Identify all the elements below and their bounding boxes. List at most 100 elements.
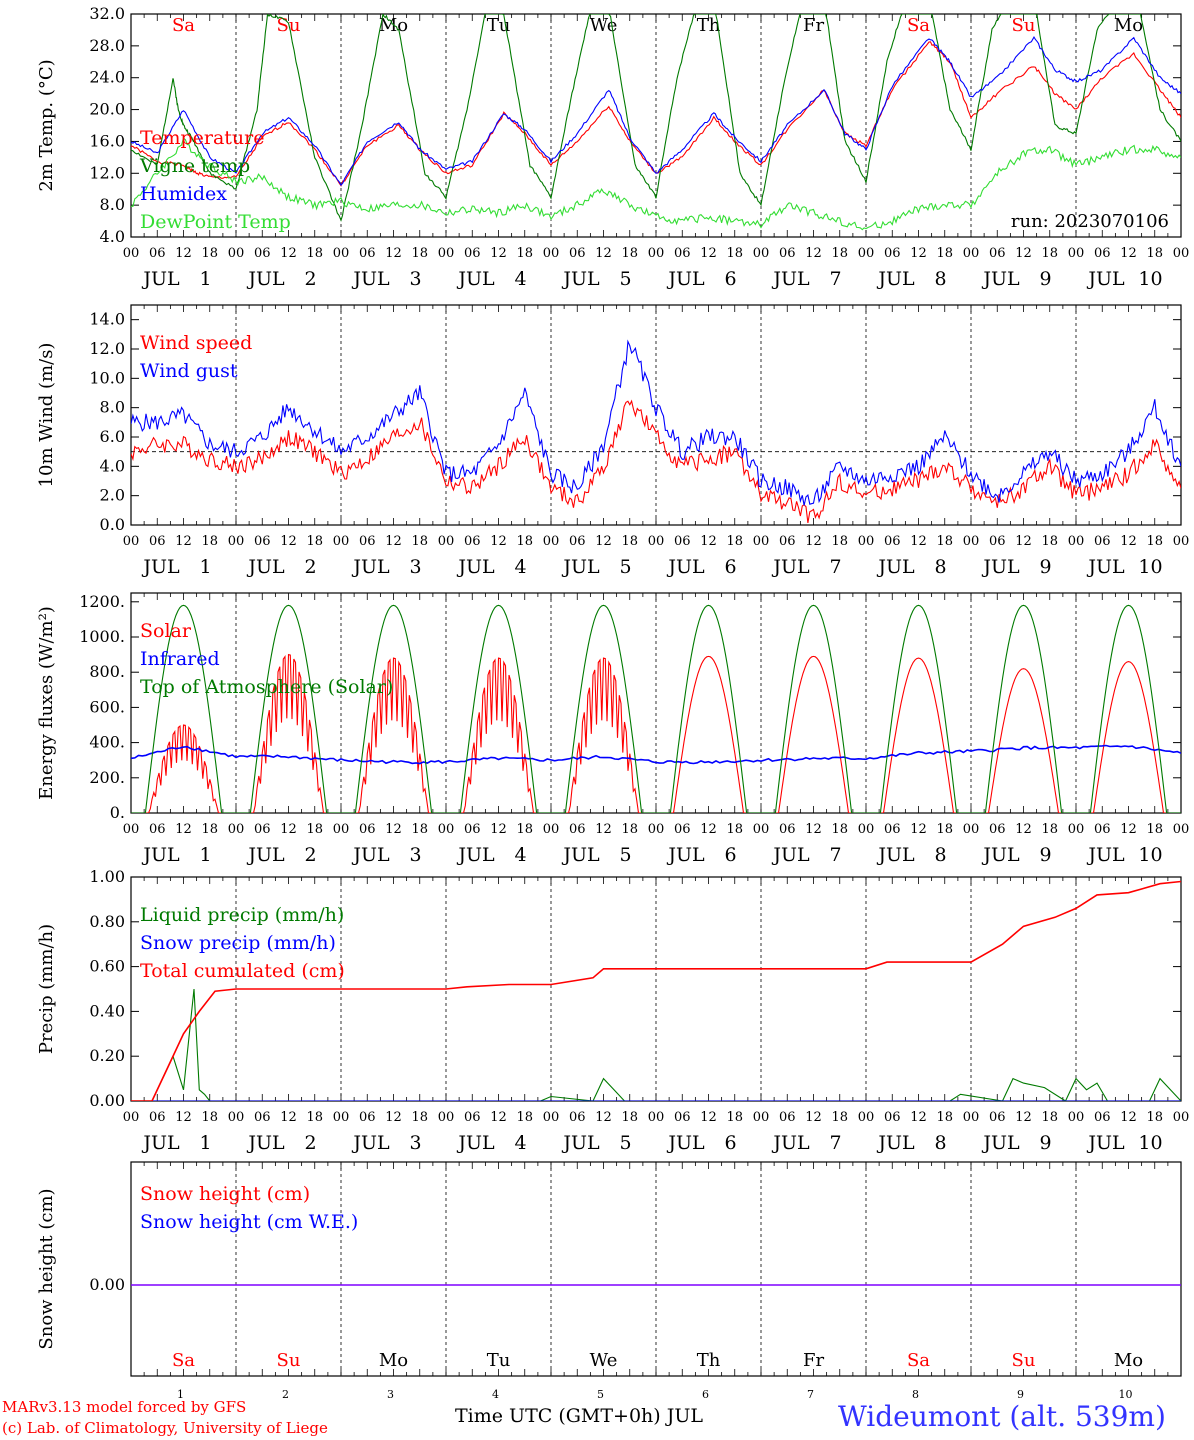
hour-tick-label: 00 xyxy=(228,246,245,261)
day-label: 3 xyxy=(409,1132,421,1154)
month-label: JUL xyxy=(771,1132,810,1154)
hour-tick-label: 18 xyxy=(726,534,743,549)
weekday-label: Sa xyxy=(907,15,930,36)
series-group xyxy=(131,880,1181,1101)
hour-tick-label: 12 xyxy=(175,246,192,261)
hour-tick-label: 12 xyxy=(1120,1110,1137,1125)
hour-tick-label: 00 xyxy=(858,534,875,549)
weekday-label: Mo xyxy=(1114,1350,1143,1371)
hour-tick-label: 18 xyxy=(831,534,848,549)
legend-entry: Humidex xyxy=(140,183,227,205)
hour-tick-label: 06 xyxy=(464,246,481,261)
hour-tick-label: 12 xyxy=(280,246,297,261)
run-annotation: run: 2023070106 xyxy=(1011,211,1169,232)
hour-tick-label: 06 xyxy=(464,1110,481,1125)
day-label: 1 xyxy=(199,556,211,578)
day-label: 6 xyxy=(724,844,736,866)
day-label: 2 xyxy=(304,556,316,578)
hour-tick-label: 18 xyxy=(306,246,323,261)
hour-tick-label: 06 xyxy=(779,534,796,549)
day-label: 1 xyxy=(199,844,211,866)
month-label: JUL xyxy=(246,556,285,578)
hour-tick-label: 00 xyxy=(1173,534,1190,549)
legend-entry: Snow height (cm W.E.) xyxy=(140,1211,358,1233)
day-label: 5 xyxy=(619,556,631,578)
month-label: JUL xyxy=(246,1132,285,1154)
hour-tick-label: 06 xyxy=(359,246,376,261)
hour-tick-label: 12 xyxy=(910,1110,927,1125)
series-group xyxy=(131,339,1181,523)
hour-tick-label: 00 xyxy=(963,534,980,549)
y-tick-label: 0.60 xyxy=(89,957,125,976)
hour-tick-label: 18 xyxy=(516,822,533,837)
hour-tick-label: 06 xyxy=(884,246,901,261)
hour-tick-label: 12 xyxy=(1015,534,1032,549)
month-label: JUL xyxy=(1086,268,1125,290)
hour-tick-label: 00 xyxy=(543,822,560,837)
hour-tick-label: 00 xyxy=(1068,534,1085,549)
hour-tick-label: 00 xyxy=(228,822,245,837)
weekday-label: Fr xyxy=(803,1350,824,1371)
month-label: JUL xyxy=(246,844,285,866)
month-label: JUL xyxy=(456,844,495,866)
hour-tick-label: 12 xyxy=(280,822,297,837)
y-tick-label: 0.00 xyxy=(89,1091,125,1110)
hour-tick-label: 18 xyxy=(411,1110,428,1125)
hour-tick-label: 18 xyxy=(516,246,533,261)
month-label: JUL xyxy=(1086,1132,1125,1154)
hour-tick-label: 18 xyxy=(201,534,218,549)
hour-tick-label: 12 xyxy=(595,246,612,261)
series-line-top-of-atmosphere-solar xyxy=(131,604,1181,813)
day-label: 4 xyxy=(514,844,526,866)
hour-tick-label: 06 xyxy=(884,534,901,549)
hour-tick-label: 06 xyxy=(1094,534,1111,549)
month-label: JUL xyxy=(456,1132,495,1154)
y-tick-label: 12.0 xyxy=(89,339,125,358)
hour-tick-label: 12 xyxy=(805,246,822,261)
month-label: JUL xyxy=(981,556,1020,578)
month-label: JUL xyxy=(876,268,915,290)
hour-tick-label: 06 xyxy=(1094,1110,1111,1125)
hour-tick-label: 12 xyxy=(910,822,927,837)
hour-tick-label: 00 xyxy=(858,246,875,261)
y-tick-label: 1.00 xyxy=(89,867,125,886)
y-tick-label: 6.0 xyxy=(100,427,125,446)
day-label: 10 xyxy=(1138,844,1162,866)
legend-entry: Snow precip (mm/h) xyxy=(140,932,336,954)
day-label: 8 xyxy=(934,268,946,290)
y-tick-label: 0.80 xyxy=(89,912,125,931)
hour-tick-label: 00 xyxy=(858,1110,875,1125)
hour-tick-label: 18 xyxy=(516,534,533,549)
legend-entry: Wind speed xyxy=(140,332,252,354)
hour-tick-label: 06 xyxy=(254,1110,271,1125)
hour-tick-label: 00 xyxy=(648,1110,665,1125)
hour-tick-label: 12 xyxy=(490,246,507,261)
hour-tick-label: 00 xyxy=(753,534,770,549)
plot-frame xyxy=(130,13,1182,238)
day-label: 8 xyxy=(934,556,946,578)
model-credit: MARv3.13 model forced by GFS xyxy=(2,1398,247,1416)
hour-tick-label: 12 xyxy=(280,1110,297,1125)
hour-tick-label: 12 xyxy=(910,534,927,549)
y-tick-label: 0.0 xyxy=(100,515,125,534)
y-tick-label: 800. xyxy=(89,662,125,681)
hour-tick-label: 12 xyxy=(700,246,717,261)
hour-tick-label: 00 xyxy=(228,534,245,549)
series-line-temperature xyxy=(131,41,1181,187)
legend-entry: Temperature xyxy=(140,127,264,149)
hour-tick-label: 06 xyxy=(989,534,1006,549)
y-tick-label: 600. xyxy=(89,697,125,716)
hour-tick-label: 12 xyxy=(175,534,192,549)
hour-tick-label: 18 xyxy=(936,822,953,837)
hour-tick-label: 18 xyxy=(306,534,323,549)
day-label: 9 xyxy=(1039,556,1051,578)
y-axis-label: 10m Wind (m/s) xyxy=(36,343,57,488)
hour-tick-label: 00 xyxy=(543,534,560,549)
hour-tick-label: 06 xyxy=(569,822,586,837)
hour-tick-label: 00 xyxy=(123,1110,140,1125)
hour-tick-label: 18 xyxy=(1041,534,1058,549)
weekday-label: We xyxy=(590,15,618,36)
month-label: JUL xyxy=(771,556,810,578)
panel-1: 4.0 8.0 12.0 16.0 20.0 24.0 28.0 32.0 2m Temp. (… xyxy=(36,4,1189,290)
day-number-label: 7 xyxy=(807,1388,814,1401)
